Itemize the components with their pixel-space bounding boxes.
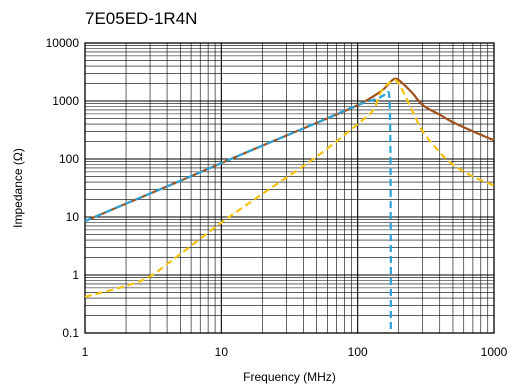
series-r-resistance-line (84, 78, 495, 298)
minor-gridlines (85, 43, 494, 333)
plot-area-frame (84, 42, 495, 334)
x-tick-labels: 1 10 100 1000 (82, 345, 508, 359)
series-x-reactance-line (84, 90, 392, 334)
y-axis-label: Impedance (Ω) (11, 148, 25, 228)
x-tick-label: 1 (82, 345, 89, 359)
chart-title: 7E05ED-1R4N (85, 9, 197, 28)
x-tick-label: 10 (215, 345, 229, 359)
y-tick-label: 1000 (52, 94, 79, 108)
major-gridlines (85, 43, 494, 333)
y-tick-label: 10 (66, 210, 80, 224)
series-layer (84, 77, 495, 334)
y-tick-label: 1 (72, 268, 79, 282)
x-tick-label: 100 (348, 345, 368, 359)
y-tick-label: 100 (59, 152, 79, 166)
y-tick-labels: 0.1 1 10 100 1000 10000 (46, 36, 80, 340)
x-axis-label: Frequency (MHz) (243, 370, 336, 384)
x-tick-label: 1000 (481, 345, 508, 359)
y-tick-label: 10000 (46, 36, 80, 50)
y-tick-label: 0.1 (62, 326, 79, 340)
